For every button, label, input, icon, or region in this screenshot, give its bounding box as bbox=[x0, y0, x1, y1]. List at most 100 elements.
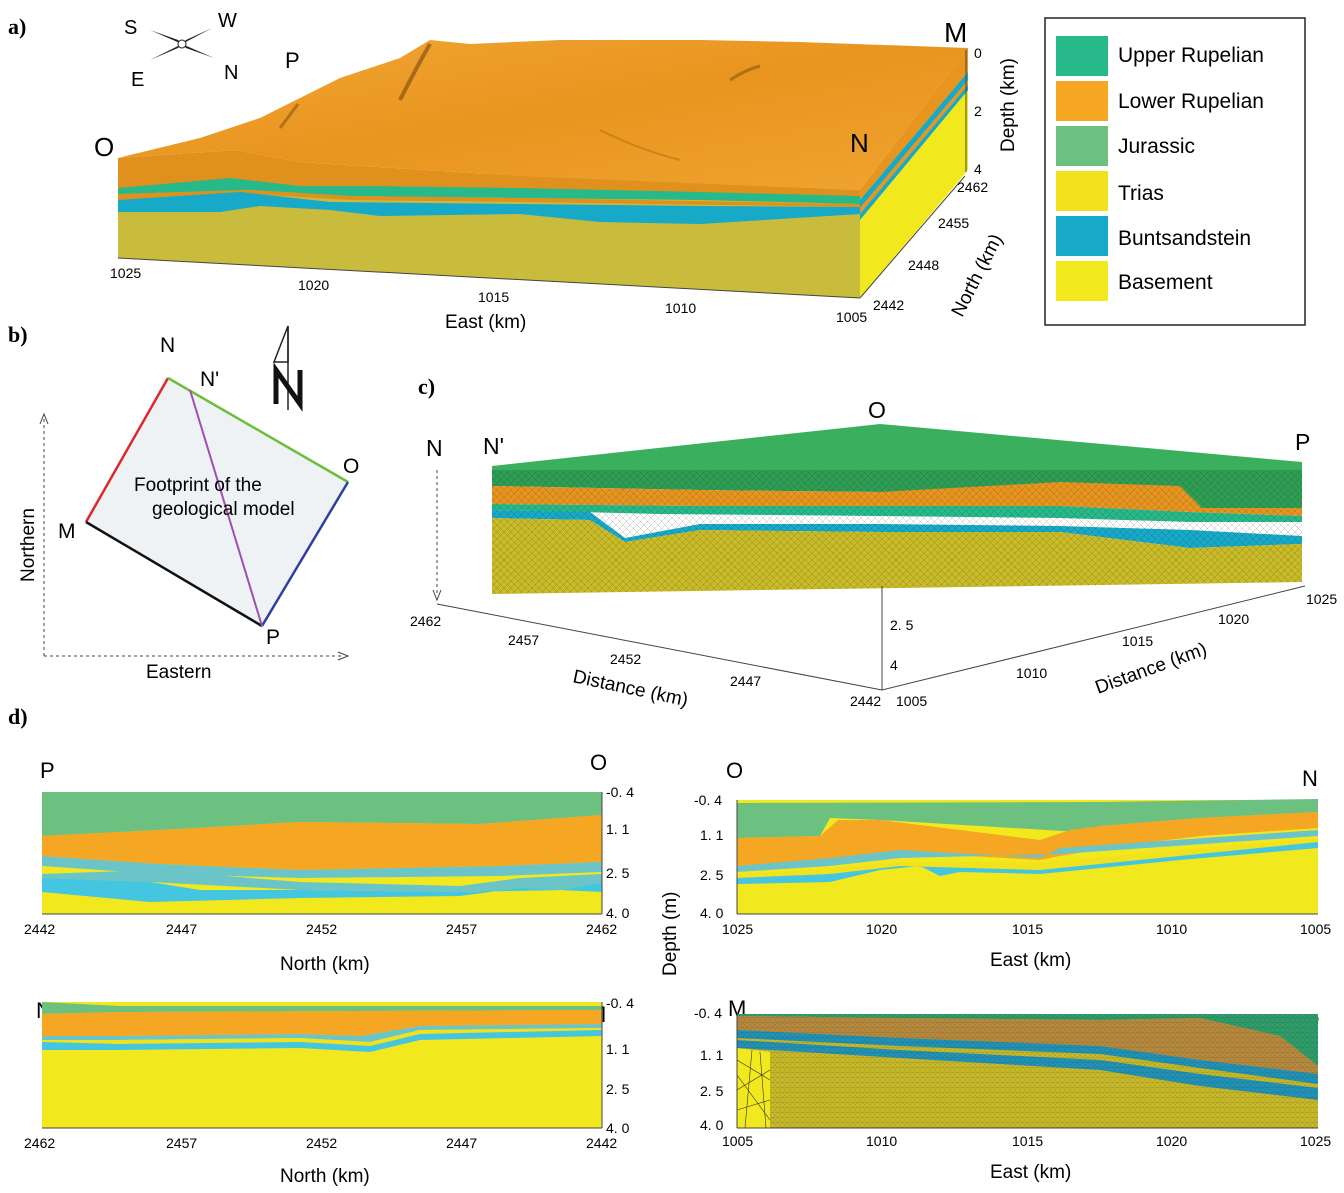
legend-label: Lower Rupelian bbox=[1118, 90, 1264, 113]
east-axis-label: East (km) bbox=[445, 312, 526, 333]
c-depth-tick: 2. 5 bbox=[890, 617, 914, 633]
compass-center-icon bbox=[177, 39, 187, 49]
section-m-p: M P -0. 4 1. 1 2. 5 4. 0 1005 1010 1015 … bbox=[694, 996, 1331, 1183]
depth-tick: 2 bbox=[974, 103, 982, 119]
on-depth-tick: 1. 1 bbox=[700, 827, 724, 843]
north-axis-label: North (km) bbox=[948, 231, 1007, 320]
nm-x-tick: 2452 bbox=[306, 1135, 337, 1151]
po-depth-tick: 1. 1 bbox=[606, 821, 630, 837]
c-left-tick: 2442 bbox=[850, 693, 881, 709]
panel-label-c: c) bbox=[418, 374, 435, 399]
depth-axis-label: Depth (km) bbox=[998, 58, 1019, 152]
nm-trias-thin bbox=[42, 1028, 602, 1046]
on-depth-axis: -0. 4 1. 1 2. 5 4. 0 bbox=[694, 792, 738, 921]
surface-ridge-1 bbox=[398, 43, 432, 101]
legend-swatch bbox=[1056, 171, 1108, 211]
edge-mn bbox=[84, 377, 170, 523]
b-corner-n-prime: N' bbox=[200, 368, 219, 391]
on-right-label: N bbox=[1302, 766, 1318, 791]
east-tick: 1015 bbox=[478, 289, 509, 305]
east-axis: 1025 1020 1015 1010 1005 East (km) bbox=[110, 257, 867, 333]
nm-x-tick: 2457 bbox=[166, 1135, 197, 1151]
legend-swatch bbox=[1056, 261, 1108, 301]
corner-m: M bbox=[944, 17, 967, 48]
legend-swatch bbox=[1056, 36, 1108, 76]
c-corner-n-prime: N' bbox=[483, 433, 504, 459]
d-depth-axis-label: Depth (m) bbox=[660, 892, 681, 976]
panel-c: c) O N' P N 2462 2457 2452 2447 2442 Dis… bbox=[410, 374, 1337, 711]
nm-x-tick: 2447 bbox=[446, 1135, 477, 1151]
c-right-tick: 1025 bbox=[1306, 591, 1337, 607]
corner-p: P bbox=[285, 48, 300, 73]
on-depth-tick: 4. 0 bbox=[700, 905, 724, 921]
surface-ridge-2 bbox=[278, 103, 300, 129]
corner-o: O bbox=[94, 132, 114, 162]
po-x-tick: 2462 bbox=[586, 921, 617, 937]
po-upper-rupelian bbox=[42, 856, 602, 878]
mp-depth-tick: 4. 0 bbox=[700, 1117, 724, 1133]
nm-depth-axis: -0. 4 1. 1 2. 5 4. 0 bbox=[601, 995, 634, 1136]
corner-n: N bbox=[850, 128, 869, 158]
section-p-o: P O -0. 4 1. 1 2. 5 4. 0 2442 2447 2452 … bbox=[24, 750, 634, 975]
mp-x-tick: 1025 bbox=[1300, 1133, 1331, 1149]
eastern-axis-label: Eastern bbox=[146, 662, 211, 683]
legend-label: Trias bbox=[1118, 182, 1164, 205]
po-depth-tick: 4. 0 bbox=[606, 905, 630, 921]
on-trias-thin bbox=[737, 838, 1318, 878]
po-jurassic-thin bbox=[42, 870, 602, 892]
c-depth-tick: 4 bbox=[890, 657, 898, 673]
legend-swatch bbox=[1056, 126, 1108, 166]
mp-depth-tick: 1. 1 bbox=[700, 1047, 724, 1063]
legend: Upper Rupelian Lower Rupelian Jurassic T… bbox=[1044, 17, 1306, 326]
legend-label: Buntsandstein bbox=[1118, 227, 1251, 250]
legend-swatch bbox=[1056, 81, 1108, 121]
b-corner-p: P bbox=[266, 626, 280, 649]
edge-op bbox=[260, 481, 350, 627]
east-tick: 1010 bbox=[665, 300, 696, 316]
legend-label: Jurassic bbox=[1118, 135, 1195, 158]
po-x-label: North (km) bbox=[280, 954, 370, 975]
on-x-tick: 1005 bbox=[1300, 921, 1331, 937]
mp-mesh-overlay bbox=[737, 1014, 1318, 1128]
mp-coarse-zone bbox=[737, 1048, 770, 1128]
surface-ridge-4 bbox=[599, 129, 681, 161]
panel-label-d: d) bbox=[8, 704, 28, 729]
nm-x-label: North (km) bbox=[280, 1166, 370, 1187]
po-lower-rupelian bbox=[42, 815, 602, 870]
north-tick: 2442 bbox=[873, 297, 904, 313]
c-corner-n: N bbox=[426, 435, 443, 461]
surface-ridge-3 bbox=[729, 64, 761, 82]
legend-label: Upper Rupelian bbox=[1118, 44, 1264, 67]
po-x-tick: 2442 bbox=[24, 921, 55, 937]
on-upper-rupelian bbox=[737, 830, 1318, 872]
edge-pm bbox=[85, 520, 263, 628]
panel-label-b: b) bbox=[8, 322, 28, 347]
north-arrow-letter bbox=[273, 362, 303, 412]
block-side-buntsandstein bbox=[860, 72, 968, 208]
east-tick: 1025 bbox=[110, 265, 141, 281]
compass-s: S bbox=[124, 17, 137, 39]
c-right-tick: 1020 bbox=[1218, 611, 1249, 627]
block-side-blue-thin bbox=[860, 85, 968, 220]
on-depth-tick: 2. 5 bbox=[700, 867, 724, 883]
c-left-tick: 2462 bbox=[410, 613, 441, 629]
po-right-label: O bbox=[590, 750, 607, 775]
block-front-orange-thin bbox=[118, 190, 860, 207]
nm-buntsandstein bbox=[42, 1030, 602, 1052]
arrow-down-icon bbox=[432, 589, 442, 602]
block-top-surface bbox=[118, 40, 968, 190]
c-left-axis-label: Distance (km) bbox=[571, 666, 690, 711]
po-depth-tick: -0. 4 bbox=[606, 784, 634, 800]
depth-tick: 4 bbox=[974, 161, 982, 177]
po-x-tick: 2452 bbox=[306, 921, 337, 937]
panel-a: a) S W E N O P M N bbox=[8, 10, 1019, 333]
nm-jurassic bbox=[42, 1002, 602, 1014]
nm-upper-rupelian bbox=[42, 1024, 602, 1042]
on-jurassic bbox=[737, 799, 1318, 838]
on-buntsandstein bbox=[737, 842, 1318, 884]
section-line bbox=[189, 389, 263, 627]
north-arrow-head bbox=[272, 325, 289, 363]
north-tick: 2448 bbox=[908, 257, 939, 273]
block-side-lower-rupelian bbox=[860, 48, 968, 200]
